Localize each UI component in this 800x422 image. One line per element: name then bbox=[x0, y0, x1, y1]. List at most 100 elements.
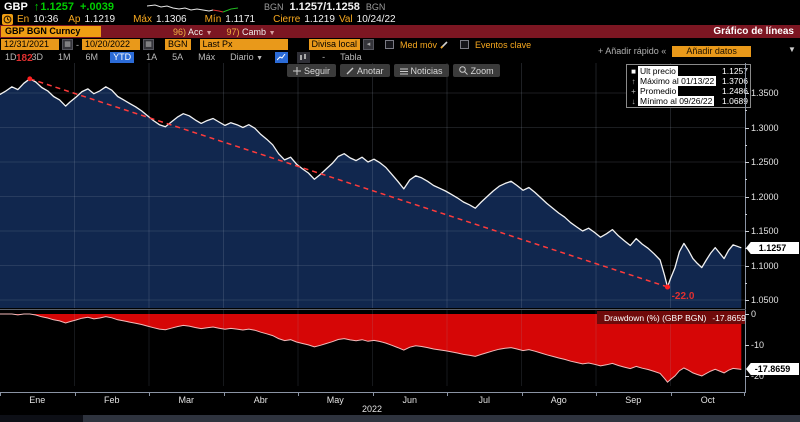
security-ticker-box[interactable]: GBP BGN Curncy bbox=[1, 26, 101, 37]
source-select[interactable]: BGN bbox=[165, 39, 191, 50]
tab-1m[interactable]: 1M bbox=[58, 51, 71, 62]
drawdown-tick-mark bbox=[745, 314, 749, 315]
zoom-label: Zoom bbox=[470, 65, 494, 76]
drawdown-area bbox=[0, 314, 742, 383]
high-label: Máx bbox=[133, 13, 152, 25]
news-button[interactable]: Noticias bbox=[393, 64, 449, 77]
tab-1a[interactable]: 1A bbox=[146, 51, 158, 62]
legend-row[interactable]: ■ Ult precio 1.1257 bbox=[629, 66, 748, 76]
zoom-button[interactable]: Zoom bbox=[452, 64, 500, 77]
price-tick-label: 1.2500 bbox=[751, 157, 779, 167]
frequency-select[interactable]: Diario ▼ bbox=[227, 52, 266, 63]
drawdown-tick-label: -20 bbox=[751, 371, 765, 381]
drawdown-tick-label: 0 bbox=[751, 309, 757, 319]
trendline-end-label: -22.0 bbox=[671, 291, 695, 302]
field-select[interactable]: Last Px bbox=[199, 39, 288, 50]
time-tick-mark bbox=[149, 392, 150, 396]
time-tick-mark bbox=[74, 392, 76, 396]
date-to-input[interactable]: 10/20/2022 bbox=[82, 39, 140, 50]
price-minor-tick bbox=[745, 110, 747, 112]
tab-máx[interactable]: Máx bbox=[198, 51, 216, 62]
date-from-input[interactable]: 12/31/2021 bbox=[1, 39, 59, 50]
sparkline-icon bbox=[147, 4, 239, 13]
legend-label: Promedio bbox=[638, 86, 679, 96]
time-tick-mark bbox=[596, 392, 597, 396]
en-label: En bbox=[17, 13, 30, 25]
legend-row[interactable]: ↓ Mínimo al 09/26/22 1.0689 bbox=[629, 96, 748, 106]
close-value: 1.1219 bbox=[304, 13, 335, 25]
stats-row: En 10:36 Ap 1.1219 Máx 1.1306 Mín 1.1171… bbox=[2, 13, 396, 25]
legend-row[interactable]: + Promedio 1.2486 bbox=[629, 86, 748, 96]
open-label: Ap bbox=[68, 13, 81, 25]
avg-icon: + bbox=[631, 86, 636, 96]
calendar-icon[interactable]: ▦ bbox=[62, 39, 73, 50]
period-tab-list: 1D 3D 1M 6M YTD 1A 5A Máx bbox=[2, 51, 218, 63]
calendar-icon[interactable]: ▦ bbox=[143, 39, 154, 50]
tab-1d[interactable]: 1D bbox=[5, 51, 17, 62]
currency-select[interactable]: Divisa local bbox=[308, 39, 361, 50]
drawdown-tick-mark bbox=[745, 376, 749, 377]
chart-toolbar-row: 12/31/2021 ▦ - 10/20/2022 ▦ BGN Last Px … bbox=[0, 38, 800, 51]
menu-camb[interactable]: 97) Camb ▼ bbox=[227, 27, 276, 37]
quick-add-cluster: + Añadir rápido « Añadir datos bbox=[598, 45, 751, 57]
track-label: Seguir bbox=[304, 65, 331, 76]
year-label: 2022 bbox=[361, 404, 383, 414]
ticker-symbol: GBP bbox=[4, 1, 28, 13]
trendline bbox=[29, 78, 668, 288]
legend-row[interactable]: ↑ Máximo al 01/13/22 1.3706 bbox=[629, 76, 748, 86]
dash-separator: - bbox=[322, 51, 326, 62]
drawdown-badge: -17.8659 bbox=[746, 363, 799, 375]
tab-ytd[interactable]: YTD bbox=[110, 51, 135, 63]
key-events-checkbox[interactable] bbox=[460, 40, 470, 49]
panel-caret-icon[interactable]: ▼ bbox=[788, 45, 796, 54]
time-tick-mark bbox=[447, 392, 448, 396]
legend-value: 1.3706 bbox=[722, 76, 748, 86]
price-area-fill bbox=[0, 78, 742, 308]
menu-acc-label: Acc bbox=[188, 26, 204, 37]
tab-6m[interactable]: 6M bbox=[85, 51, 99, 62]
time-tick-mark bbox=[0, 392, 1, 396]
screen-title: Gráfico de líneas bbox=[713, 26, 794, 37]
price-tick-label: 1.0500 bbox=[751, 295, 779, 305]
val-label: Val bbox=[338, 13, 353, 25]
collapse-arrow-icon[interactable]: ◂ bbox=[363, 39, 375, 50]
up-arrow-icon: ↑ bbox=[33, 1, 40, 13]
tab-3d[interactable]: 3D bbox=[31, 51, 44, 62]
drawdown-legend-label: Drawdown (%) (GBP BGN) bbox=[604, 312, 707, 323]
low-value: 1.1171 bbox=[225, 13, 256, 25]
source-label: BGN bbox=[263, 2, 284, 12]
legend-label: Mínimo al 09/26/22 bbox=[638, 96, 715, 106]
price-tick-mark bbox=[745, 231, 749, 232]
price-tick-mark bbox=[745, 93, 749, 94]
menu-camb-number: 97) bbox=[226, 26, 240, 37]
frequency-label: Diario bbox=[230, 51, 254, 62]
trendline-start-label: 182 bbox=[16, 53, 33, 64]
source-label-2: BGN bbox=[365, 2, 386, 12]
bid-ask: 1.1257/1.1258 bbox=[289, 1, 360, 13]
price-chart-plot[interactable] bbox=[0, 63, 745, 308]
chart-hover-toolbar: Seguir Anotar Noticias Zoom bbox=[287, 64, 500, 77]
tab-5a[interactable]: 5A bbox=[172, 51, 184, 62]
quick-add-button[interactable]: + Añadir rápido « bbox=[598, 46, 667, 56]
trendline-start-dot bbox=[27, 76, 33, 82]
last-price: 1.1257 bbox=[40, 1, 74, 13]
price-tick-mark bbox=[745, 300, 749, 301]
pencil-icon[interactable] bbox=[440, 40, 449, 49]
moving-average-checkbox[interactable] bbox=[385, 40, 395, 49]
annotate-button[interactable]: Anotar bbox=[340, 64, 390, 77]
alarm-clock-icon[interactable] bbox=[2, 13, 13, 25]
candle-chart-type-icon[interactable] bbox=[297, 51, 311, 63]
table-button[interactable]: Tabla bbox=[340, 51, 362, 62]
annotate-label: Anotar bbox=[357, 65, 384, 76]
month-label: Ene bbox=[29, 395, 46, 405]
drawdown-legend[interactable]: Drawdown (%) (GBP BGN) -17.8659 bbox=[597, 311, 746, 324]
track-button[interactable]: Seguir bbox=[287, 64, 337, 77]
line-chart-type-icon[interactable] bbox=[275, 51, 289, 63]
menu-acc[interactable]: 96) Acc ▼ bbox=[173, 27, 213, 37]
price-tick-label: 1.2000 bbox=[751, 191, 779, 202]
price-change: +.0039 bbox=[80, 1, 114, 13]
add-data-button[interactable]: Añadir datos bbox=[672, 45, 751, 57]
time-tick-mark bbox=[223, 392, 225, 396]
news-label: Noticias bbox=[410, 65, 443, 76]
price-line bbox=[0, 78, 742, 288]
